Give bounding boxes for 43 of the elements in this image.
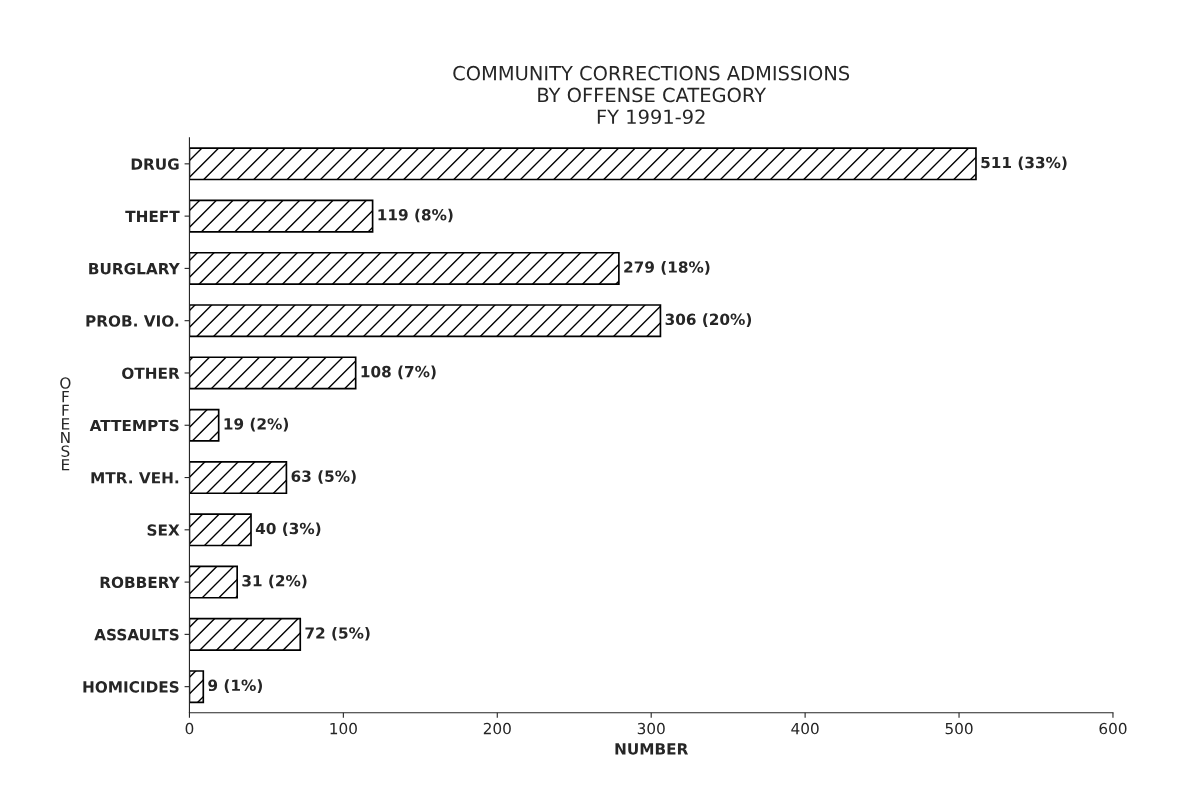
data-label: 40 (3%) bbox=[255, 522, 321, 537]
data-label: 279 (18%) bbox=[624, 261, 710, 275]
data-label: 31 (2%) bbox=[242, 574, 307, 589]
data-label: 19 (2%) bbox=[224, 417, 289, 432]
x-tick-label: 0 bbox=[185, 722, 194, 735]
y-tick-label: ROBBERY bbox=[100, 576, 180, 589]
x-tick-label: 100 bbox=[330, 722, 357, 735]
y-tick-label: OTHER bbox=[122, 367, 180, 379]
y-tick-label: MTR. VEH. bbox=[91, 472, 179, 484]
y-tick-label: ASSAULTS bbox=[94, 628, 179, 641]
bar bbox=[189, 461, 288, 495]
y-tick-label: HOMICIDES bbox=[83, 681, 179, 693]
x-tick-label: 300 bbox=[637, 722, 665, 735]
data-label: 119 (8%) bbox=[378, 208, 453, 223]
bar bbox=[189, 251, 620, 285]
data-label: 63 (5%) bbox=[291, 470, 356, 484]
data-label: 511 (33%) bbox=[981, 156, 1067, 171]
x-tick-label: 200 bbox=[483, 722, 511, 735]
y-tick-label: ATTEMPTS bbox=[89, 419, 179, 432]
y-tick-label: THEFT bbox=[125, 210, 180, 222]
y-tick-label: PROB. VIO. bbox=[86, 315, 179, 327]
x-axis-title: NUMBER bbox=[615, 743, 689, 755]
data-label: 72 (5%) bbox=[305, 627, 370, 641]
bar bbox=[189, 565, 238, 599]
bar bbox=[189, 356, 357, 390]
y-axis-title: OFFENSE bbox=[60, 377, 71, 471]
bar bbox=[189, 408, 220, 442]
y-tick-label: SEX bbox=[147, 524, 180, 536]
bar bbox=[189, 199, 374, 233]
x-tick-label: 400 bbox=[791, 722, 819, 735]
bar bbox=[189, 304, 662, 338]
chart-title: COMMUNITY CORRECTIONS ADMISSIONS BY OFFENSE CATEGORY FY 1991-92 bbox=[453, 65, 850, 125]
y-tick-label: BURGLARY bbox=[89, 262, 180, 275]
y-tick-label: DRUG bbox=[131, 158, 179, 170]
x-tick-label: 500 bbox=[945, 722, 973, 735]
data-label: 306 (20%) bbox=[665, 313, 752, 327]
bar bbox=[189, 617, 302, 651]
data-label: 9 (1%) bbox=[208, 679, 262, 693]
x-tick-label: 600 bbox=[1099, 722, 1127, 735]
bar bbox=[189, 513, 252, 547]
data-label: 108 (7%) bbox=[361, 365, 436, 380]
bar bbox=[189, 670, 205, 704]
bar bbox=[189, 147, 977, 181]
